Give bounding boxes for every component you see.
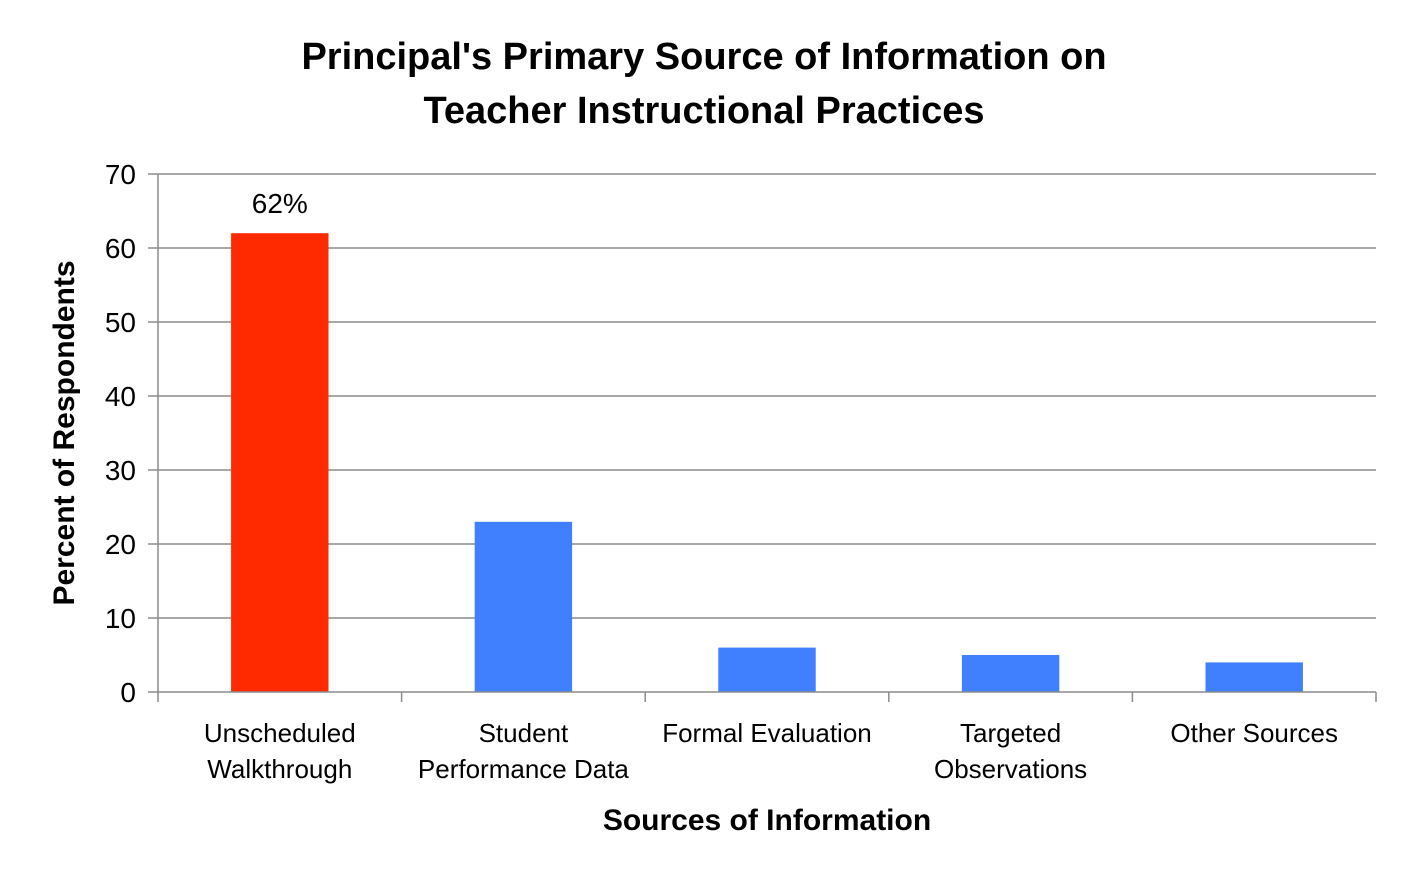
x-tick-label: Targeted [960, 718, 1061, 748]
bar [718, 647, 816, 692]
bar [1205, 662, 1303, 692]
y-tick-label: 20 [105, 529, 136, 560]
x-tick-label: Student [479, 718, 569, 748]
y-axis-ticks: 0 10 20 30 40 50 60 70 [105, 159, 158, 708]
data-labels: 62% [252, 188, 308, 219]
x-tick-label: Walkthrough [207, 754, 352, 784]
x-axis-ticks: Unscheduled Walkthrough Student Performance… [157, 692, 1377, 784]
gridlines [158, 173, 1376, 619]
y-tick-label: 60 [105, 233, 136, 264]
x-tick-label: Other Sources [1170, 718, 1338, 748]
bar [231, 233, 329, 692]
y-tick-label: 10 [105, 603, 136, 634]
chart-title: Principal's Primary Source of Informatio… [0, 30, 1408, 138]
bars [231, 233, 1303, 692]
x-tick-label: Performance Data [418, 754, 630, 784]
bar [474, 521, 573, 692]
y-tick-label: 50 [105, 307, 136, 338]
x-axis-title: Sources of Information [603, 804, 931, 837]
y-tick-label: 70 [105, 159, 136, 190]
bar [961, 655, 1060, 692]
chart-title-line-1: Principal's Primary Source of Informatio… [301, 36, 1107, 78]
x-tick-label: Unscheduled [204, 718, 356, 748]
x-tick-label: Observations [934, 754, 1087, 784]
y-tick-label: 30 [105, 455, 136, 486]
chart-title-line-2: Teacher Instructional Practices [423, 90, 985, 132]
axes [157, 174, 1376, 693]
y-tick-label: 40 [105, 381, 136, 412]
data-label: 62% [252, 188, 308, 219]
y-tick-label: 0 [120, 677, 136, 708]
y-axis-title: Percent of Respondents [48, 260, 81, 605]
x-tick-label: Formal Evaluation [662, 718, 872, 748]
